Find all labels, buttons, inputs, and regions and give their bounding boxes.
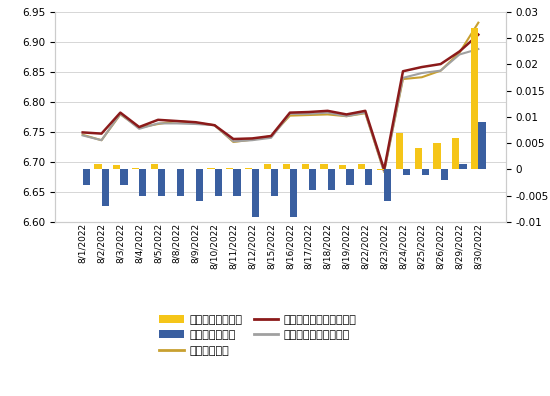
Bar [252,169,260,217]
Bar [82,169,90,185]
Bar [471,28,478,169]
Bar [452,138,459,169]
Bar [433,143,441,169]
Bar [346,169,354,185]
Bar [365,169,372,185]
Bar [226,168,233,169]
Bar [283,164,290,169]
Bar [113,165,120,169]
Bar [290,169,297,217]
Bar [339,165,347,169]
Bar [328,169,335,190]
Bar [441,169,448,180]
Bar [120,169,128,185]
Bar [196,169,203,201]
Bar [422,169,429,175]
Bar [309,169,316,190]
Bar [245,168,252,169]
Bar [396,133,403,169]
Bar [158,169,165,196]
Bar [478,122,486,169]
Legend: 不含逆周期的差异, 含逆周期的差异, 中间价实际值, 不含逆周期因子的推测值, 含逆周期因子的推测值: 不含逆周期的差异, 含逆周期的差异, 中间价实际值, 不含逆周期因子的推测值, … [156,311,360,359]
Bar [177,169,184,196]
Bar [95,164,102,169]
Bar [321,164,328,169]
Bar [403,169,410,175]
Bar [264,164,271,169]
Bar [415,148,422,169]
Bar [132,168,139,169]
Bar [377,169,384,170]
Bar [233,169,240,196]
Bar [384,169,391,201]
Bar [459,164,466,169]
Bar [358,164,365,169]
Bar [139,169,146,196]
Bar [214,169,222,196]
Bar [271,169,278,196]
Bar [207,168,214,169]
Bar [102,169,109,206]
Bar [151,164,158,169]
Bar [301,164,309,169]
